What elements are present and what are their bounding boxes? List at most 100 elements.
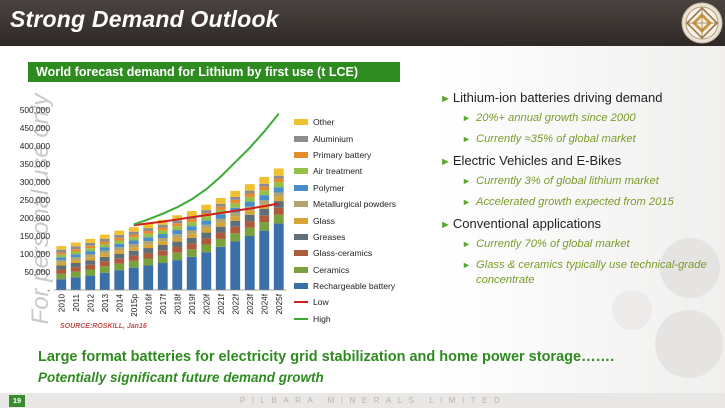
bar-segment-glass-ceramics: [186, 243, 197, 250]
bar-segment-glass-ceramics: [259, 215, 270, 223]
legend-swatch: [294, 217, 308, 224]
y-tick-label: 400,000: [20, 141, 51, 151]
legend-swatch: [294, 301, 308, 304]
bar-segment-metallurgical-powders: [201, 224, 212, 229]
sub-bullet-item: ► Currently 70% of global market: [462, 237, 720, 252]
bar-segment-air-treatment: [230, 203, 241, 208]
bar-segment-metallurgical-powders: [56, 260, 67, 263]
bar-segment-glass: [56, 262, 67, 266]
bar-segment-glass: [99, 253, 110, 257]
legend-swatch: [294, 283, 308, 290]
sub-bullet-text: Accelerated growth expected from 2015: [476, 196, 674, 208]
legend-label: Primary battery: [313, 149, 372, 160]
bar-segment-ceramics: [99, 266, 110, 273]
legend-swatch: [294, 119, 308, 126]
legend-swatch: [294, 168, 308, 175]
bar-segment-other: [56, 246, 67, 250]
chart-legend: Other Aluminium Primary battery Air treatme…: [294, 114, 396, 327]
bar-segment-air-treatment: [85, 248, 96, 252]
bar-segment-greases: [114, 254, 125, 259]
bar-segment-aluminium: [85, 242, 96, 246]
legend-label: Glass: [313, 215, 335, 226]
bar-segment-glass-ceramics: [273, 207, 284, 215]
bar-segment-greases: [186, 237, 197, 244]
bar-segment-greases: [244, 214, 255, 222]
slide-title: Strong Demand Outlook: [10, 6, 279, 32]
bar-segment-ceramics: [56, 273, 67, 280]
legend-item: High: [294, 311, 396, 327]
bar-segment-ceramics: [259, 222, 270, 231]
legend-item: Air treatment: [294, 163, 396, 179]
bar-segment-primary-battery: [259, 186, 270, 191]
sub-bullet-item: ► Accelerated growth expected from 2015: [462, 195, 720, 210]
forecast-line-low: [133, 202, 279, 227]
y-tick-label: 500,000: [20, 105, 51, 115]
bar-segment-polymer: [215, 214, 226, 219]
bar-segment-rechargeable-battery: [85, 275, 96, 290]
bar-segment-metallurgical-powders: [157, 237, 168, 242]
bar-segment-air-treatment: [70, 251, 81, 255]
bar-segment-greases: [172, 241, 183, 247]
bar-segment-rechargeable-battery: [114, 270, 125, 290]
legend-item: Metallurgical powders: [294, 196, 396, 212]
bar-segment-polymer: [157, 234, 168, 238]
bar-segment-primary-battery: [157, 227, 168, 231]
bullet-text: Electric Vehicles and E-Bikes: [452, 153, 622, 168]
bar-segment-polymer: [70, 254, 81, 258]
bar-segment-air-treatment: [259, 190, 270, 196]
bar-segment-polymer: [259, 195, 270, 201]
bar-segment-air-treatment: [172, 226, 183, 231]
sub-bullet-arrow-icon: ►: [462, 134, 471, 144]
legend-item: Other: [294, 114, 396, 130]
bar-segment-polymer: [244, 201, 255, 207]
bar-segment-glass-ceramics: [157, 250, 168, 256]
sub-bullet-text: 20%+ annual growth since 2000: [476, 112, 636, 124]
bar-segment-metallurgical-powders: [172, 234, 183, 238]
y-tick-label: -: [47, 285, 50, 295]
sub-bullet-arrow-icon: ►: [462, 176, 471, 186]
bar-segment-other: [201, 204, 212, 211]
company-logo-icon: [681, 2, 723, 44]
legend-item: Aluminium: [294, 130, 396, 146]
bullet-item: ► Lithium-ion batteries driving demand: [440, 90, 720, 105]
bar-segment-other: [85, 238, 96, 243]
x-tick-label: 2020f: [202, 293, 211, 314]
bar-segment-aluminium: [215, 203, 226, 207]
bar-segment-glass: [157, 241, 168, 245]
bar-segment-glass: [186, 233, 197, 238]
bar-segment-other: [244, 184, 255, 191]
legend-item: Rechargeable battery: [294, 278, 396, 294]
bullet-text: Lithium-ion batteries driving demand: [452, 90, 663, 105]
y-tick-label: 50,000: [24, 267, 50, 277]
bar-segment-glass: [201, 228, 212, 233]
bar-segment-rechargeable-battery: [157, 263, 168, 290]
x-tick-label: 2018f: [173, 293, 182, 314]
bar-segment-polymer: [85, 251, 96, 255]
y-tick-label: 300,000: [20, 177, 51, 187]
bar-segment-glass: [230, 216, 241, 221]
legend-label: Metallurgical powders: [313, 199, 397, 210]
legend-item: Greases: [294, 229, 396, 245]
footer-bar: [0, 393, 725, 408]
bar-segment-glass-ceramics: [56, 269, 67, 274]
bar-segment-metallurgical-powders: [259, 200, 270, 205]
bar-segment-aluminium: [157, 224, 168, 228]
bar-segment-aluminium: [114, 234, 125, 238]
forecast-line-high: [133, 112, 280, 226]
bar-segment-glass-ceramics: [114, 258, 125, 264]
bar-segment-glass: [244, 210, 255, 215]
bar-segment-glass: [172, 237, 183, 242]
legend-label: Aluminium: [313, 133, 354, 144]
bar-segment-air-treatment: [99, 244, 110, 248]
x-tick-label: 2010: [57, 294, 66, 313]
bar-segment-ceramics: [85, 269, 96, 276]
bar-segment-rechargeable-battery: [56, 279, 67, 290]
bar-segment-glass-ceramics: [70, 267, 81, 272]
sub-bullet-item: ► Currently ≈35% of global market: [462, 132, 720, 147]
bar-segment-aluminium: [201, 210, 212, 213]
bar-segment-greases: [143, 248, 154, 254]
legend-label: Greases: [313, 231, 346, 242]
bar-segment-aluminium: [273, 175, 284, 179]
bar-segment-ceramics: [230, 233, 241, 242]
bar-segment-metallurgical-powders: [85, 254, 96, 258]
